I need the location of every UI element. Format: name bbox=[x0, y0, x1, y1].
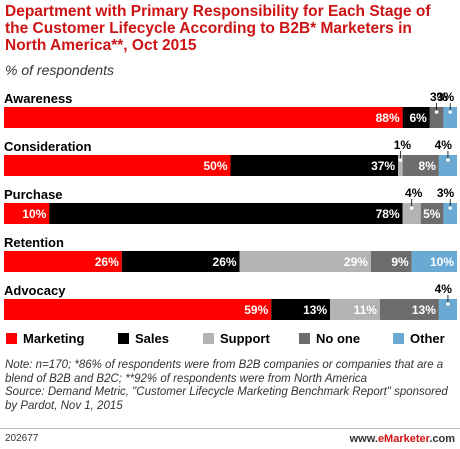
value-label-purchase-support: 4% bbox=[405, 186, 423, 200]
bar-advocacy-other bbox=[438, 299, 457, 320]
value-label-advocacy-no-one: 13% bbox=[412, 303, 436, 317]
leader-dot-purchase-other bbox=[448, 206, 453, 210]
site-suffix: .com bbox=[429, 433, 455, 445]
value-label-retention-support: 29% bbox=[344, 255, 368, 269]
leader-dot-awareness-no-one bbox=[434, 110, 439, 114]
leader-dot-awareness-other bbox=[448, 110, 453, 114]
bar-consideration-marketing bbox=[4, 155, 231, 176]
chart-note: Note: n=170; *86% of respondents were fr… bbox=[5, 359, 448, 412]
legend-label-other: Other bbox=[410, 331, 445, 346]
legend-item-no-one: No one bbox=[299, 331, 360, 346]
legend-swatch-marketing bbox=[6, 333, 17, 344]
legend-label-support: Support bbox=[220, 331, 270, 346]
value-label-retention-other: 10% bbox=[430, 255, 454, 269]
value-label-purchase-other: 3% bbox=[437, 186, 455, 200]
site-prefix: www. bbox=[349, 433, 378, 445]
bar-purchase-sales bbox=[49, 203, 403, 224]
legend-item-marketing: Marketing bbox=[6, 331, 84, 346]
legend-label-no-one: No one bbox=[316, 331, 361, 346]
value-label-consideration-support: 1% bbox=[394, 138, 412, 152]
value-label-consideration-marketing: 50% bbox=[203, 159, 227, 173]
chart-subtitle: % of respondents bbox=[5, 62, 114, 78]
site-credit: www.eMarketer.com bbox=[350, 433, 455, 445]
footer-divider bbox=[0, 428, 460, 429]
bar-advocacy-support bbox=[330, 299, 380, 320]
value-label-advocacy-sales: 13% bbox=[303, 303, 327, 317]
value-label-advocacy-marketing: 59% bbox=[244, 303, 268, 317]
value-label-consideration-other: 4% bbox=[435, 138, 453, 152]
bar-awareness-other bbox=[443, 107, 457, 128]
legend-swatch-no-one bbox=[299, 333, 310, 344]
legend-swatch-support bbox=[203, 333, 214, 344]
value-label-advocacy-other: 4% bbox=[435, 282, 453, 296]
bar-purchase-support bbox=[402, 203, 421, 224]
bar-consideration-no-one bbox=[402, 155, 439, 176]
leader-dot-purchase-support bbox=[409, 206, 414, 210]
value-label-awareness-marketing: 88% bbox=[376, 111, 400, 125]
bar-awareness-marketing bbox=[4, 107, 403, 128]
value-label-awareness-other: 3% bbox=[437, 90, 455, 104]
bar-consideration-other bbox=[438, 155, 457, 176]
leader-dot-consideration-other bbox=[446, 158, 450, 162]
bar-purchase-marketing bbox=[4, 203, 50, 224]
chart-legend: Marketing Sales Support No one Other bbox=[6, 331, 460, 349]
leader-dot-consideration-support bbox=[398, 158, 403, 162]
category-label-advocacy: Advocacy bbox=[4, 283, 66, 298]
value-label-retention-no-one: 9% bbox=[391, 255, 409, 269]
bar-advocacy-sales bbox=[271, 299, 331, 320]
legend-label-sales: Sales bbox=[135, 331, 169, 346]
legend-item-other: Other bbox=[393, 331, 445, 346]
value-label-consideration-no-one: 8% bbox=[419, 159, 437, 173]
legend-item-support: Support bbox=[203, 331, 270, 346]
legend-item-sales: Sales bbox=[118, 331, 169, 346]
bar-awareness-sales bbox=[402, 107, 430, 128]
category-label-purchase: Purchase bbox=[4, 187, 63, 202]
bar-retention-sales bbox=[121, 251, 240, 272]
value-label-purchase-marketing: 10% bbox=[22, 207, 46, 221]
category-label-awareness: Awareness bbox=[4, 91, 72, 106]
leader-dot-advocacy-other bbox=[446, 302, 450, 306]
value-label-consideration-sales: 37% bbox=[371, 159, 395, 173]
value-label-awareness-sales: 6% bbox=[409, 111, 427, 125]
bar-consideration-support bbox=[398, 155, 403, 176]
chart-id: 202677 bbox=[5, 433, 39, 444]
category-label-consideration: Consideration bbox=[4, 139, 91, 154]
value-label-awareness-no-one: 3% bbox=[430, 90, 448, 104]
bar-retention-other bbox=[411, 251, 457, 272]
bar-purchase-no-one bbox=[420, 203, 444, 224]
bar-retention-support bbox=[239, 251, 371, 272]
bar-retention-no-one bbox=[370, 251, 412, 272]
category-label-retention: Retention bbox=[4, 235, 64, 250]
chart-title: Department with Primary Responsibility f… bbox=[5, 3, 431, 54]
legend-label-marketing: Marketing bbox=[23, 331, 85, 346]
bar-consideration-sales bbox=[230, 155, 399, 176]
value-label-retention-sales: 26% bbox=[213, 255, 237, 269]
bar-awareness-no-one bbox=[429, 107, 444, 128]
value-label-advocacy-support: 11% bbox=[354, 303, 378, 317]
value-label-purchase-no-one: 5% bbox=[423, 207, 441, 221]
bar-advocacy-marketing bbox=[4, 299, 272, 320]
value-label-purchase-sales: 78% bbox=[376, 207, 400, 221]
legend-swatch-sales bbox=[118, 333, 129, 344]
bar-retention-marketing bbox=[4, 251, 122, 272]
site-brand: eMarketer bbox=[377, 433, 430, 445]
bar-advocacy-no-one bbox=[379, 299, 439, 320]
bar-purchase-other bbox=[443, 203, 457, 224]
legend-swatch-other bbox=[393, 333, 404, 344]
value-label-retention-marketing: 26% bbox=[95, 255, 119, 269]
